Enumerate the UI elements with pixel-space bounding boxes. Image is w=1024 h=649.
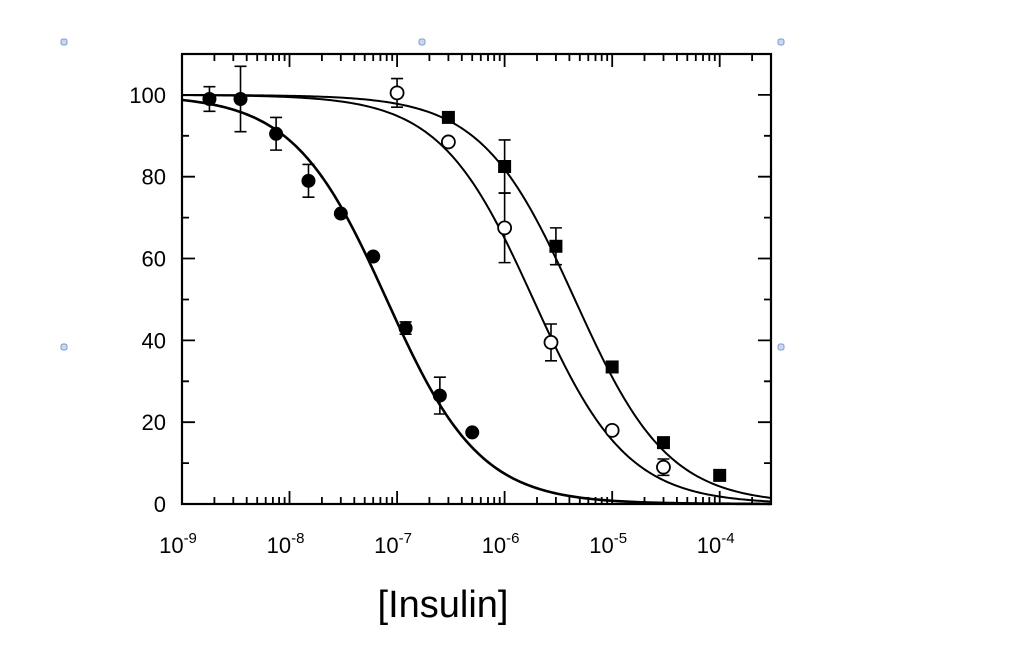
y-tick-label: 0	[154, 492, 166, 517]
data-point-filled-square	[441, 110, 455, 124]
tick-marks	[181, 54, 772, 505]
selection-handle[interactable]	[60, 38, 68, 46]
data-point-filled-circle	[366, 249, 381, 264]
x-tick-label: 10-5	[589, 530, 627, 558]
x-tick-label: 10-8	[267, 530, 305, 558]
data-point-filled-square	[656, 436, 670, 450]
fit-curve	[182, 94, 772, 499]
data-point-filled-circle	[465, 425, 480, 440]
data-point-filled-circle	[432, 388, 447, 403]
y-tick-label: 60	[142, 247, 166, 272]
x-tick-base: 10	[267, 533, 291, 558]
data-point-filled-circle	[233, 92, 248, 106]
axis-ticks	[181, 54, 772, 505]
fit-curve	[181, 94, 772, 503]
data-point-filled-square	[713, 468, 727, 482]
x-tick-exponent: -9	[184, 530, 197, 547]
selection-handle[interactable]	[777, 38, 785, 46]
data-point-filled-square	[549, 239, 563, 253]
selection-handle[interactable]	[418, 38, 426, 46]
x-tick-label: 10-7	[374, 530, 412, 558]
plot-area	[180, 52, 773, 506]
data-point-filled-circle	[301, 173, 316, 188]
data-point-open-circle	[389, 85, 405, 101]
x-tick-exponent: -8	[291, 530, 304, 547]
data-point-filled-circle	[269, 126, 284, 141]
x-tick-base: 10	[589, 533, 613, 558]
x-tick-exponent: -7	[399, 530, 412, 547]
y-tick-label: 20	[142, 410, 166, 435]
data-point-filled-circle	[202, 92, 217, 106]
x-tick-exponent: -4	[721, 530, 734, 547]
x-tick-base: 10	[159, 533, 183, 558]
x-tick-base: 10	[697, 533, 721, 558]
y-tick-label: 100	[129, 83, 166, 108]
plot-frame	[180, 52, 773, 506]
selection-handle[interactable]	[777, 343, 785, 351]
data-point-open-circle	[543, 335, 559, 350]
data-point-filled-square	[605, 360, 619, 374]
x-axis-label: [Insulin]	[378, 584, 509, 626]
fit-curves	[181, 94, 772, 506]
data-point-open-circle	[656, 459, 671, 475]
data-point-open-circle	[497, 220, 513, 236]
data-point-filled-circle	[398, 321, 413, 336]
x-tick-label: 10-6	[482, 530, 520, 558]
y-tick-label: 80	[142, 165, 166, 190]
x-tick-base: 10	[374, 533, 398, 558]
y-tick-label: 40	[142, 328, 166, 353]
selection-handles	[60, 38, 785, 351]
x-tick-exponent: -5	[614, 530, 627, 547]
selection-handle[interactable]	[60, 343, 68, 351]
data-point-open-circle	[440, 134, 456, 150]
x-tick-exponent: -6	[506, 530, 519, 547]
data-point-open-circle	[604, 422, 620, 438]
data-point-filled-circle	[333, 206, 348, 221]
x-tick-label: 10-9	[159, 530, 197, 558]
x-tick-label: 10-4	[697, 530, 735, 558]
data-points	[202, 85, 727, 482]
error-bars	[203, 65, 670, 477]
x-tick-base: 10	[482, 533, 506, 558]
data-point-filled-square	[498, 160, 512, 173]
fit-curve	[181, 98, 771, 506]
